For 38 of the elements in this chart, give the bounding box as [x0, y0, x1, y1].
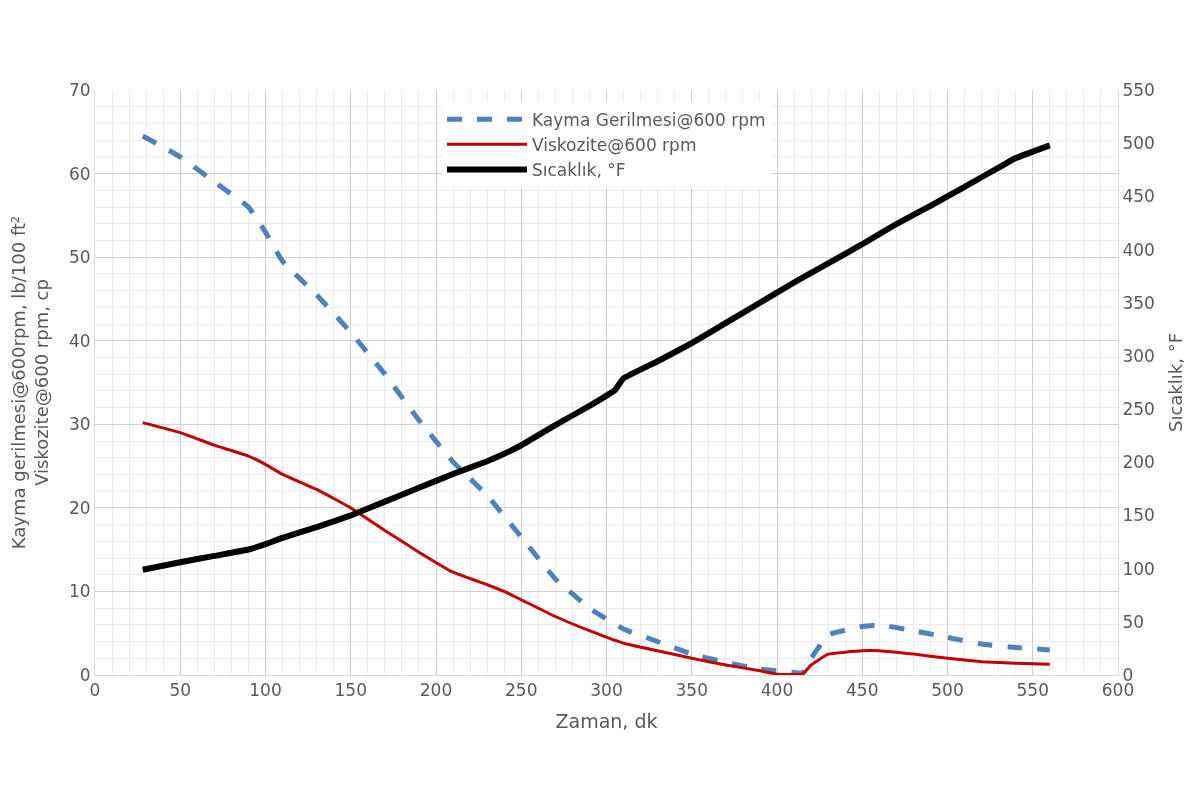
y-tick-label: 40 [68, 330, 91, 351]
y2-tick-label: 300 [1122, 345, 1155, 366]
x-tick-label: 550 [1016, 680, 1049, 701]
y-tick-label: 70 [68, 79, 91, 100]
y2-tick-label: 350 [1122, 292, 1155, 313]
y2-axis-title: Sıcaklık, °F [1164, 333, 1186, 432]
x-tick-label: 350 [675, 680, 708, 701]
y-tick-label: 0 [79, 664, 91, 685]
y-tick-label: 10 [68, 581, 91, 602]
y-tick-label: 60 [68, 163, 91, 184]
x-tick-label: 150 [334, 680, 367, 701]
x-tick-label: 400 [760, 680, 794, 701]
y2-tick-label: 250 [1122, 399, 1155, 420]
x-axis-title: Zaman, dk [555, 710, 658, 733]
y-tick-label: 30 [68, 414, 91, 435]
y2-tick-label: 200 [1122, 452, 1155, 473]
y-axis-title: Kayma gerilmesi@600rpm, lb/100 ft² Viskozite@600 rpm, cp [7, 215, 53, 550]
y2-tick-label: 400 [1122, 239, 1155, 260]
x-tick-label: 100 [249, 680, 282, 701]
line-series [141, 421, 1052, 675]
y2-tick-label: 550 [1122, 79, 1155, 100]
y2-tick-label: 500 [1122, 133, 1155, 154]
x-tick-label: 600 [1101, 680, 1135, 701]
y2-tick-label: 150 [1122, 505, 1155, 526]
y2-tick-label: 450 [1122, 186, 1155, 207]
x-tick-label: 50 [169, 680, 192, 701]
y-tick-label: 50 [68, 247, 91, 268]
x-tick-label: 250 [505, 680, 538, 701]
y-tick-label: 20 [68, 497, 91, 518]
legend-label: Viskozite@600 rpm [532, 134, 697, 155]
x-tick-label: 500 [931, 680, 964, 701]
y2-tick-label: 50 [1122, 611, 1145, 632]
y2-tick-label: 100 [1122, 558, 1155, 579]
x-tick-label: 200 [419, 680, 453, 701]
legend-label: Kayma Gerilmesi@600 rpm [532, 109, 766, 130]
legend-label: Sıcaklık, °F [532, 160, 626, 181]
x-tick-label: 300 [590, 680, 623, 701]
x-tick-label: 450 [846, 680, 879, 701]
